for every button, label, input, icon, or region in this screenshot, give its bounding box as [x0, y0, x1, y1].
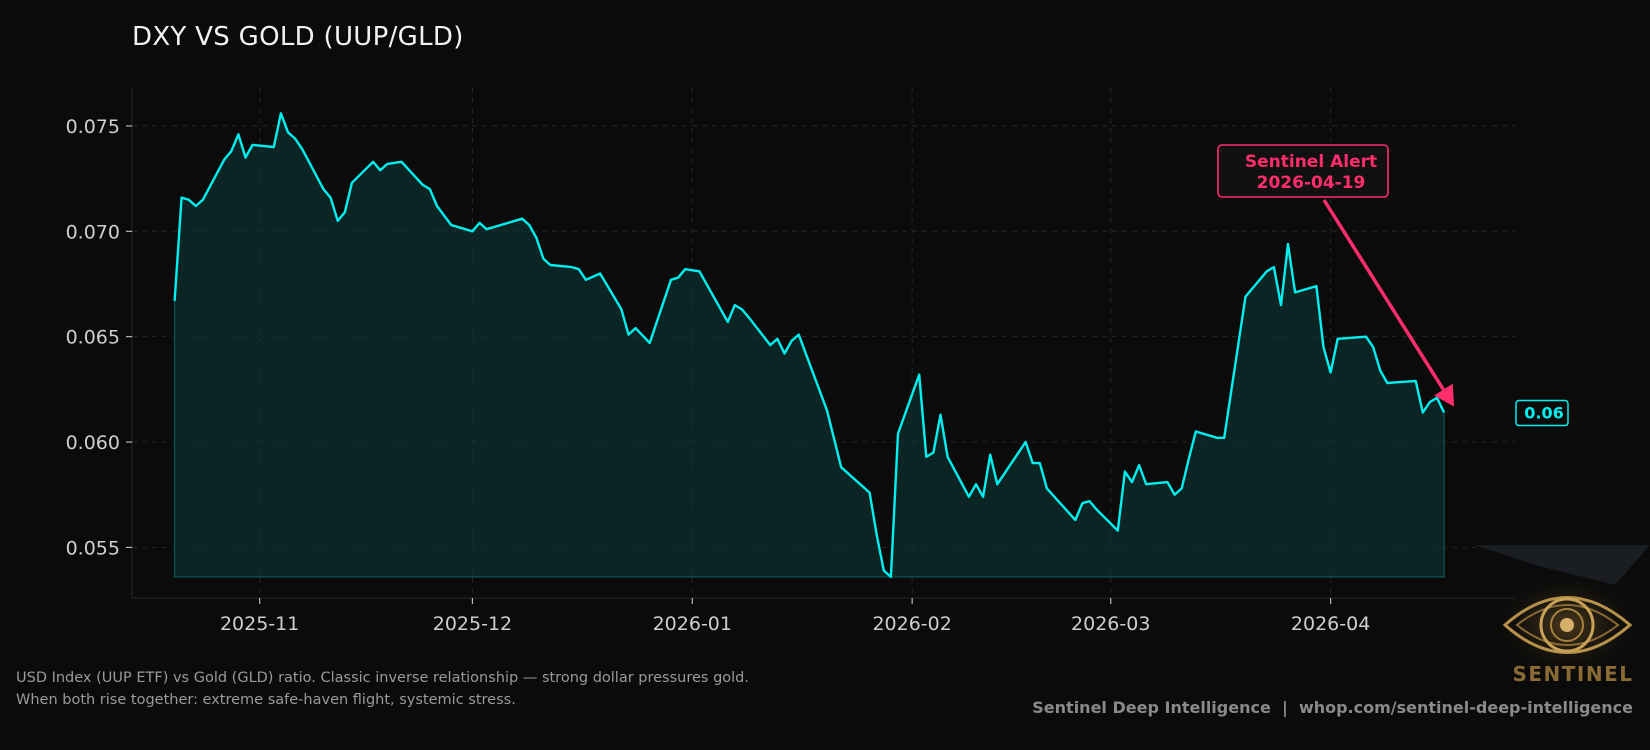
x-tick-label: 2026-02 [872, 613, 951, 635]
annotation-arrow-shaft [1322, 199, 1445, 391]
caption-line-1: USD Index (UUP ETF) vs Gold (GLD) ratio.… [16, 670, 750, 686]
chart-title: DXY VS GOLD (UUP/GLD) [132, 22, 464, 52]
chart-caption: USD Index (UUP ETF) vs Gold (GLD) ratio.… [16, 667, 749, 711]
eye-icon [1475, 545, 1650, 680]
logo-text: SENTINEL [1512, 662, 1634, 686]
last-value-label: 0.06 [1524, 404, 1563, 423]
x-axis-ticks: 2025-11 2025-12 2026-01 2026-02 2026-03 2026-… [220, 598, 1370, 635]
y-tick-label: 0.070 [66, 221, 120, 243]
series-line [173, 112, 1446, 579]
footer-credit: Sentinel Deep Intelligence | whop.com/se… [1032, 698, 1633, 717]
annotation-line-1: Sentinel Alert [1245, 152, 1377, 172]
x-tick-label: 2025-11 [220, 613, 299, 635]
annotation-line-2: 2026-04-19 [1257, 173, 1366, 193]
axes [131, 88, 1515, 599]
last-value-badge: 0.06 [1515, 399, 1569, 427]
last-value-box [1515, 399, 1569, 427]
caption-line-2: When both rise together: extreme safe-ha… [16, 692, 516, 708]
x-tick-label: 2025-12 [433, 613, 512, 635]
x-tick-label: 2026-04 [1291, 613, 1370, 635]
y-tick-label: 0.060 [66, 432, 120, 454]
x-tick-label: 2026-03 [1071, 613, 1150, 635]
y-tick-label: 0.075 [66, 116, 120, 138]
x-tick-label: 2026-01 [653, 613, 732, 635]
y-tick-label: 0.055 [66, 537, 120, 559]
annotation-box [1217, 144, 1389, 198]
y-tick-label: 0.065 [66, 327, 120, 349]
y-axis-ticks: 0.055 0.060 0.065 0.070 0.075 [66, 116, 132, 559]
annotation-arrow-head [1434, 383, 1455, 407]
